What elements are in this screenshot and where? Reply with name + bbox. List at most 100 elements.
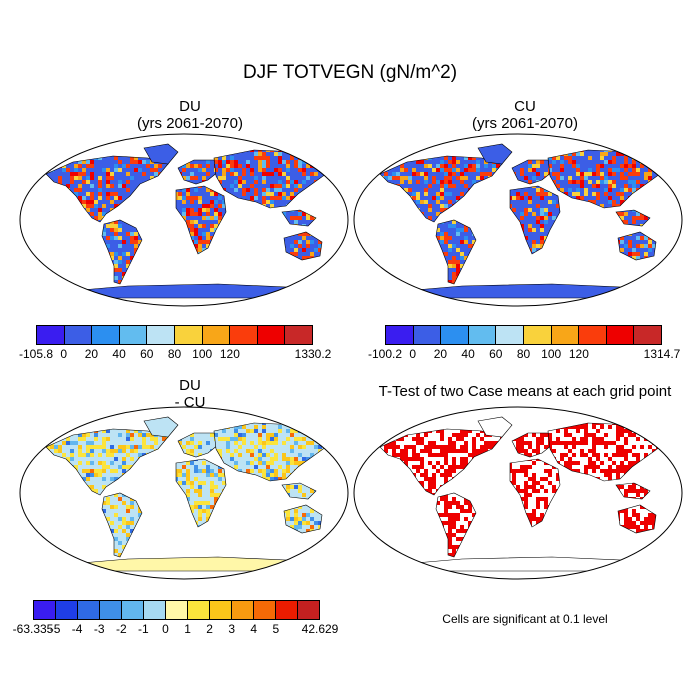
colorbar-swatch: [188, 601, 210, 619]
map-ttest: [353, 406, 683, 580]
grid-cells-southeast-asia: [616, 210, 650, 226]
significance-note: Cells are significant at 0.1 level: [380, 612, 670, 626]
continent-greenland: [144, 144, 178, 164]
continent-greenland: [144, 417, 178, 437]
colorbar-swatch: [579, 326, 607, 344]
continent-antarctica: [58, 284, 318, 298]
colorbar-tick-label: 100: [192, 347, 212, 361]
panel-diff-title-line1: DU: [90, 377, 290, 394]
colorbar-tick-label: 40: [461, 347, 474, 361]
colorbar-swatch: [441, 326, 469, 344]
panel-cu-title: CU (yrs 2061-2070): [425, 98, 625, 132]
map-frame: [353, 133, 683, 307]
colorbar-tick-label: 40: [112, 347, 125, 361]
continent-antarctica: [392, 557, 652, 571]
colorbar-swatch: [276, 601, 298, 619]
colorbar-tick-label: -2: [116, 622, 127, 636]
colorbar-tick-label: 1330.2: [295, 347, 332, 361]
colorbar-du-labels: -105.8 0 20 40 60 80 100 120 1330.2: [19, 347, 331, 363]
grid-cells-southeast-asia: [282, 483, 316, 499]
colorbar-swatch: [606, 326, 635, 344]
colorbar-tick-label: 0: [409, 347, 416, 361]
colorbar-tick-label: 60: [489, 347, 502, 361]
main-title: DJF TOTVEGN (gN/m^2): [0, 62, 700, 84]
grid-cells-southeast-asia: [282, 210, 316, 226]
map-du: [19, 133, 349, 307]
colorbar-tick-label: 0: [162, 622, 169, 636]
colorbar-du: [36, 325, 313, 345]
colorbar-swatch: [56, 601, 78, 619]
colorbar-swatch: [413, 326, 442, 344]
panel-du-title-line2: (yrs 2061-2070): [90, 115, 290, 132]
colorbar-swatch: [100, 601, 122, 619]
colorbar-swatch: [523, 326, 552, 344]
colorbar-tick-label: 100: [541, 347, 561, 361]
panel-cu-title-line2: (yrs 2061-2070): [425, 115, 625, 132]
colorbar-tick-label: 20: [85, 347, 98, 361]
continent-antarctica: [58, 557, 318, 571]
colorbar-tick-label: -63.335: [13, 622, 54, 636]
colorbar-swatch: [64, 326, 93, 344]
colorbar-tick-label: 5: [273, 622, 280, 636]
map-frame: [353, 406, 683, 580]
colorbar-swatch: [254, 601, 276, 619]
colorbar-tick-label: 1314.7: [644, 347, 681, 361]
colorbar-tick-label: 42.629: [302, 622, 339, 636]
colorbar-swatch: [166, 601, 188, 619]
colorbar-tick-label: 120: [569, 347, 589, 361]
panel-cu-title-line1: CU: [425, 98, 625, 115]
colorbar-swatch: [92, 326, 120, 344]
grid-cells-asia: [214, 423, 330, 481]
colorbar-swatch: [232, 601, 254, 619]
colorbar-swatch: [257, 326, 286, 344]
colorbar-swatch: [119, 326, 148, 344]
colorbar-tick-label: -100.2: [368, 347, 402, 361]
colorbar-difference: [33, 600, 320, 620]
colorbar-swatch: [386, 326, 414, 344]
colorbar-swatch: [147, 326, 175, 344]
map-cu: [353, 133, 683, 307]
colorbar-tick-label: 20: [434, 347, 447, 361]
colorbar-tick-label: 0: [60, 347, 67, 361]
colorbar-swatch: [174, 326, 203, 344]
colorbar-swatch: [144, 601, 166, 619]
colorbar-tick-label: -105.8: [19, 347, 53, 361]
panel-ttest-title-line1: T-Test of two Case means at each grid po…: [355, 383, 695, 400]
colorbar-difference-labels: -63.335 -5 -4 -3 -2 -1 0 1 2 3 4 5 42.629: [13, 622, 339, 638]
colorbar-tick-label: -4: [72, 622, 83, 636]
colorbar-swatch: [122, 601, 144, 619]
colorbar-swatch: [468, 326, 497, 344]
colorbar-tick-label: 120: [220, 347, 240, 361]
continent-antarctica: [392, 284, 652, 298]
colorbar-swatch: [634, 326, 661, 344]
colorbar-tick-label: -5: [50, 622, 61, 636]
continent-greenland: [478, 417, 512, 437]
colorbar-cu: [385, 325, 662, 345]
grid-cells-southeast-asia: [616, 483, 650, 499]
colorbar-tick-label: 60: [140, 347, 153, 361]
map-difference: [19, 406, 349, 580]
panel-du-title: DU (yrs 2061-2070): [90, 98, 290, 132]
colorbar-swatch: [34, 601, 56, 619]
colorbar-swatch: [285, 326, 312, 344]
colorbar-swatch: [210, 601, 232, 619]
colorbar-swatch: [551, 326, 580, 344]
colorbar-swatch: [230, 326, 258, 344]
continent-africa: [510, 186, 560, 254]
colorbar-swatch: [78, 601, 100, 619]
continent-greenland: [478, 144, 512, 164]
colorbar-tick-label: 3: [228, 622, 235, 636]
colorbar-tick-label: 2: [206, 622, 213, 636]
map-frame: [19, 406, 349, 580]
colorbar-tick-label: 80: [168, 347, 181, 361]
panel-ttest-title: T-Test of two Case means at each grid po…: [355, 383, 695, 400]
colorbar-tick-label: 80: [517, 347, 530, 361]
panel-du-title-line1: DU: [90, 98, 290, 115]
continent-asia: [548, 423, 664, 481]
colorbar-tick-label: -1: [138, 622, 149, 636]
colorbar-tick-label: -3: [94, 622, 105, 636]
colorbar-swatch: [496, 326, 524, 344]
colorbar-tick-label: 1: [184, 622, 191, 636]
map-frame: [19, 133, 349, 307]
colorbar-swatch: [37, 326, 65, 344]
